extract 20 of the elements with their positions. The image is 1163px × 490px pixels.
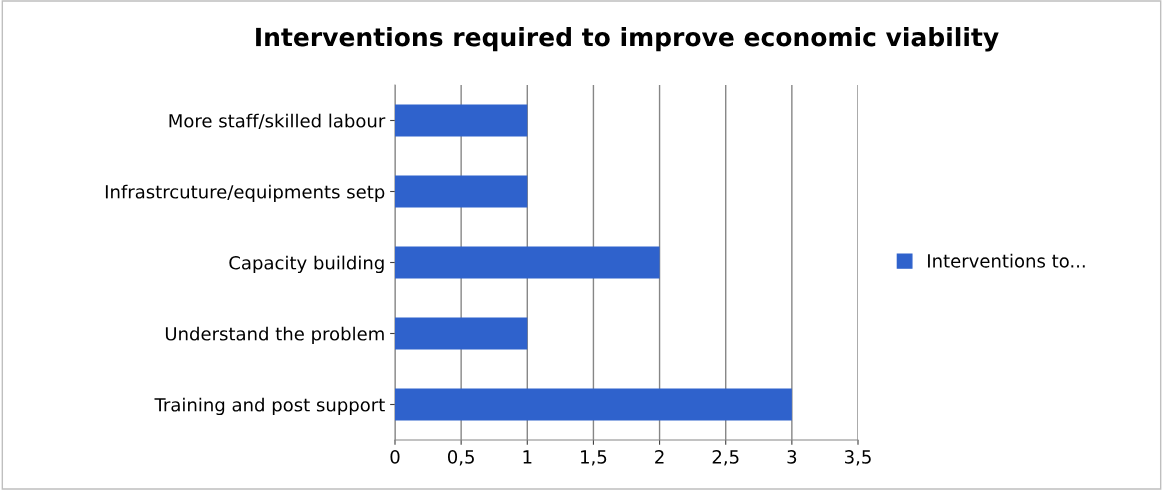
x-tick-label: 1 [523, 450, 532, 464]
bar [395, 246, 660, 279]
y-tick-label: Infrastrcuture/equipments setp [105, 184, 385, 203]
y-tick-label: Understand the problem [165, 326, 384, 345]
x-tick-label: 0,5 [447, 450, 474, 466]
y-tick-label: Capacity building [229, 255, 384, 274]
y-tick-label: Training and post support [154, 397, 385, 416]
bar [395, 388, 792, 421]
bar [395, 317, 528, 350]
x-tick-label: 3,5 [845, 450, 871, 466]
x-tick-label: 1,5 [581, 450, 607, 466]
legend-label: Interventions to... [928, 253, 1085, 268]
bar [395, 175, 528, 208]
chart-title: Interventions required to improve economic viability [256, 27, 999, 52]
bar [395, 104, 528, 137]
x-tick-label: 0 [390, 450, 400, 464]
x-tick-label: 2,5 [712, 450, 739, 466]
y-tick-label: More staff/skilled labour [169, 113, 386, 130]
x-tick-label: 2 [655, 450, 664, 464]
x-tick-label: 3 [787, 450, 797, 464]
